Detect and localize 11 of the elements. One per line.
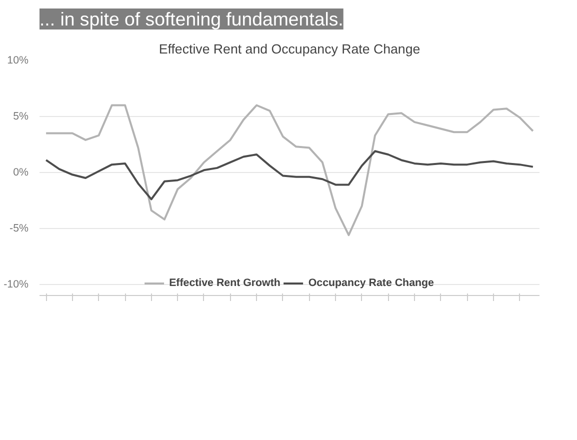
chart-title: Effective Rent and Occupancy Rate Change (158, 42, 420, 56)
line-series (45, 150, 534, 200)
y-tick-label: 5% (13, 110, 30, 122)
line-series (45, 104, 534, 236)
y-tick-label: 10% (7, 54, 30, 66)
y-tick-label: -10% (4, 278, 30, 290)
y-tick-label: 0% (13, 166, 30, 178)
legend-label: Effective Rent Growth (169, 277, 280, 289)
legend-label: Occupancy Rate Change (308, 277, 434, 289)
text: ... in spite of softening fundamentals. (40, 8, 344, 30)
y-tick-label: -5% (10, 222, 30, 234)
